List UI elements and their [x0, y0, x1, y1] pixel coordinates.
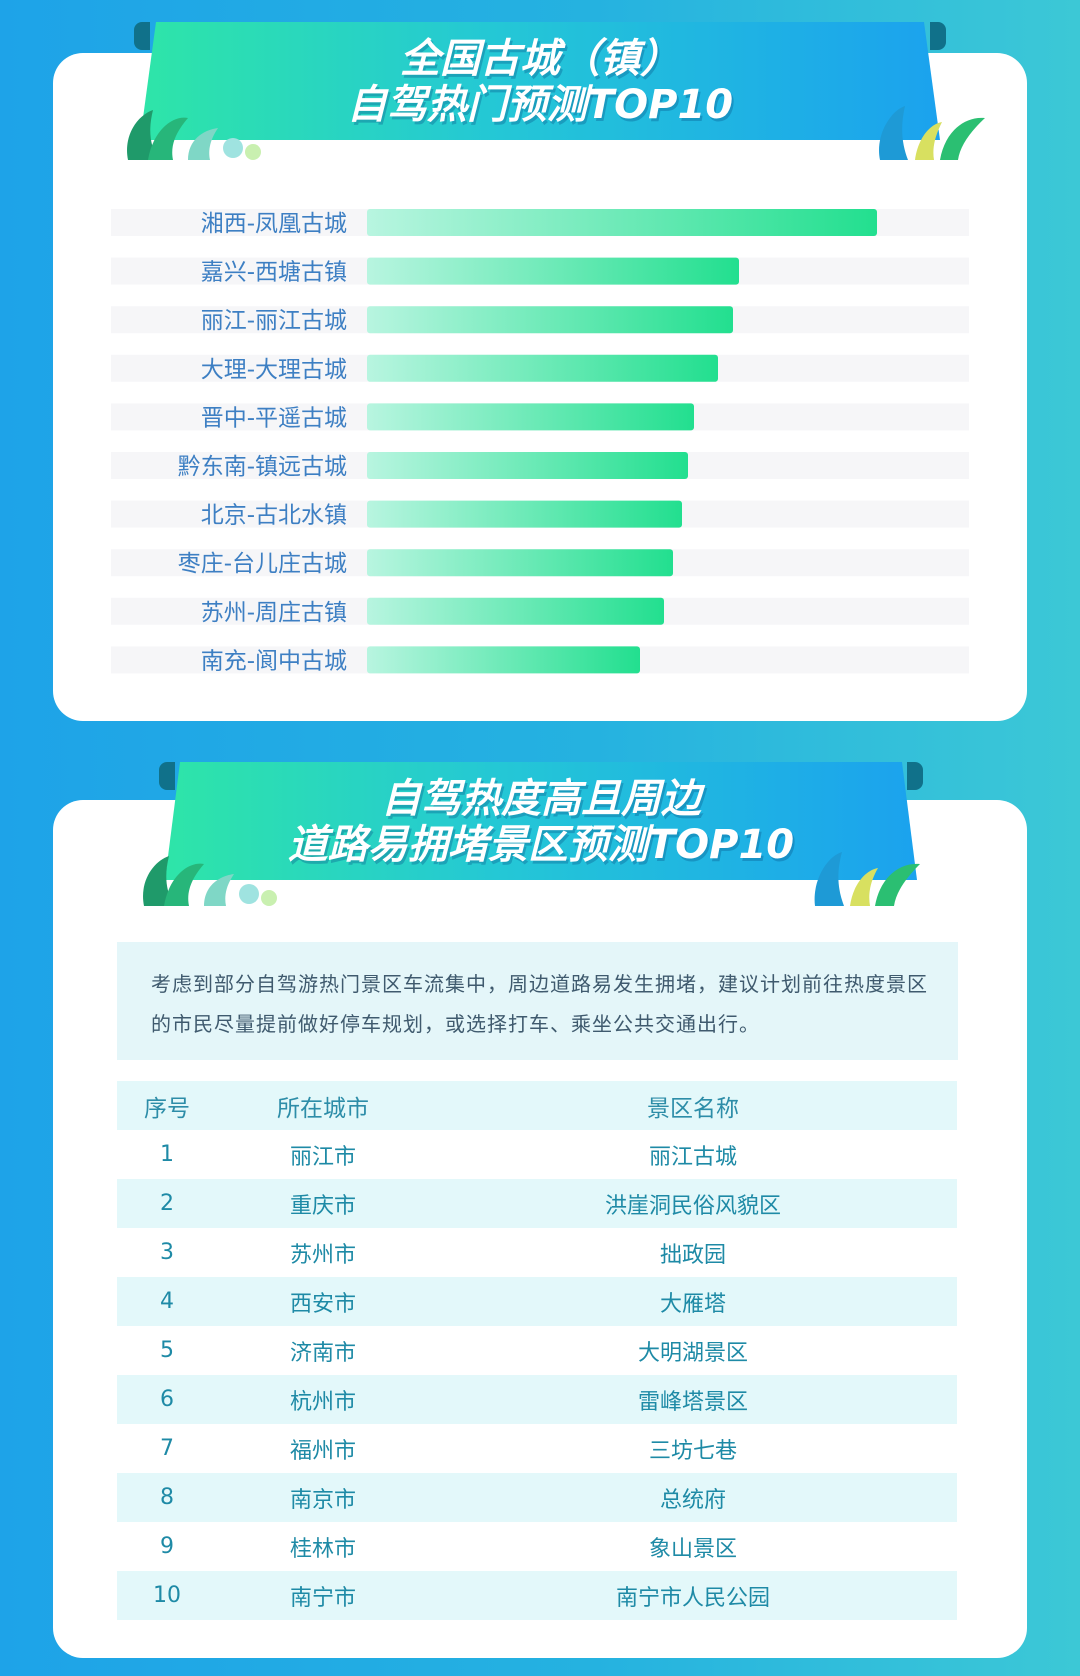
cell-city: 苏州市 — [289, 1242, 356, 1268]
table-row: 5 济南市 大明湖景区 — [117, 1326, 957, 1375]
cell-scenic: 洪崖洞民俗风貌区 — [604, 1193, 781, 1219]
cell-city: 济南市 — [289, 1340, 356, 1366]
bar — [367, 500, 682, 528]
header-scenic: 景区名称 — [647, 1095, 739, 1122]
cell-rank: 2 — [160, 1191, 174, 1216]
bar — [367, 306, 733, 334]
section2-title-line2: 道路易拥堵景区预测TOP10 — [287, 822, 795, 868]
table-row: 2 重庆市 洪崖洞民俗风貌区 — [117, 1179, 957, 1228]
table-row: 3 苏州市 拙政园 — [117, 1228, 957, 1277]
cell-scenic: 丽江古城 — [648, 1144, 737, 1170]
cell-scenic: 总统府 — [659, 1487, 726, 1513]
cell-scenic: 拙政园 — [659, 1242, 726, 1268]
cell-city: 桂林市 — [289, 1536, 356, 1562]
bar — [367, 597, 664, 625]
cell-scenic: 象山景区 — [648, 1536, 737, 1562]
section2-title: 自驾热度高且周边 道路易拥堵景区预测TOP10 — [165, 776, 917, 868]
cell-scenic: 三坊七巷 — [648, 1438, 737, 1464]
leaf-cluster-icon — [814, 852, 920, 906]
ribbon — [140, 22, 940, 140]
table-row: 9 桂林市 象山景区 — [117, 1522, 957, 1571]
category-label: 苏州-周庄古镇 — [201, 600, 347, 626]
bar — [367, 646, 640, 674]
cell-scenic: 大雁塔 — [659, 1291, 726, 1317]
congestion-notice: 考虑到部分自驾游热门景区车流集中，周边道路易发生拥堵，建议计划前往热度景区的市民… — [117, 942, 958, 1060]
leaf-cluster-icon — [127, 110, 261, 160]
bar — [367, 257, 739, 285]
ribbon — [165, 762, 917, 880]
cell-rank: 1 — [160, 1142, 174, 1167]
section1-banner: 全国古城（镇） 自驾热门预测TOP10 — [134, 22, 946, 140]
cell-scenic: 大明湖景区 — [637, 1340, 748, 1366]
table-row: 6 杭州市 雷峰塔景区 — [117, 1375, 957, 1424]
category-label: 丽江-丽江古城 — [201, 308, 347, 334]
header-city: 所在城市 — [277, 1095, 369, 1122]
cell-city: 福州市 — [289, 1438, 356, 1464]
ribbon-fold-right — [907, 762, 923, 790]
leaf-cluster-icon — [879, 106, 985, 160]
section2-banner: 自驾热度高且周边 道路易拥堵景区预测TOP10 — [159, 762, 923, 880]
category-label: 嘉兴-西塘古镇 — [201, 260, 347, 286]
cell-rank: 3 — [160, 1240, 174, 1265]
table-row: 1 丽江市 丽江古城 — [117, 1130, 957, 1179]
cell-rank: 10 — [153, 1583, 181, 1608]
section1-title-line2: 自驾热门预测TOP10 — [346, 82, 734, 128]
cell-city: 丽江市 — [289, 1144, 356, 1170]
bar — [367, 452, 688, 479]
category-label: 大理-大理古城 — [201, 357, 347, 383]
category-label: 北京-古北水镇 — [201, 503, 347, 529]
cell-city: 西安市 — [289, 1291, 356, 1317]
table-row: 8 南京市 总统府 — [117, 1473, 957, 1522]
cell-rank: 8 — [160, 1485, 174, 1510]
cell-rank: 9 — [160, 1534, 174, 1559]
cell-city: 重庆市 — [289, 1193, 356, 1219]
bar-chart: 湘西-凤凰古城嘉兴-西塘古镇丽江-丽江古城大理-大理古城晋中-平遥古城黔东南-镇… — [111, 209, 969, 674]
bar — [367, 354, 718, 382]
ribbon-fold-right — [930, 22, 946, 50]
cell-city: 南宁市 — [289, 1585, 356, 1611]
table-row: 7 福州市 三坊七巷 — [117, 1424, 957, 1473]
section1-title-line1: 全国古城（镇） — [400, 36, 680, 82]
cell-rank: 7 — [160, 1436, 174, 1461]
table-row: 10 南宁市 南宁市人民公园 — [117, 1571, 957, 1620]
cell-scenic: 雷峰塔景区 — [637, 1389, 748, 1415]
table-header: 序号 所在城市 景区名称 — [117, 1081, 957, 1130]
category-label: 湘西-凤凰古城 — [201, 211, 347, 237]
category-label: 南充-阆中古城 — [201, 648, 347, 674]
cell-rank: 6 — [160, 1387, 174, 1412]
bar — [367, 549, 673, 577]
cell-rank: 5 — [160, 1338, 174, 1363]
cell-rank: 4 — [160, 1289, 174, 1314]
header-rank: 序号 — [144, 1095, 190, 1122]
bar — [367, 209, 877, 236]
cell-city: 杭州市 — [289, 1389, 356, 1415]
congestion-table: 序号 所在城市 景区名称 1 丽江市 丽江古城 2 重庆市 洪崖洞民俗风貌区 3… — [117, 1081, 957, 1620]
leaf-cluster-icon — [143, 856, 277, 906]
ribbon-fold-left — [134, 22, 150, 50]
section1-title: 全国古城（镇） 自驾热门预测TOP10 — [140, 36, 940, 128]
table-row: 4 西安市 大雁塔 — [117, 1277, 957, 1326]
cell-city: 南京市 — [289, 1487, 356, 1513]
category-label: 枣庄-台儿庄古城 — [178, 551, 347, 577]
bar — [367, 403, 694, 431]
ribbon-fold-left — [159, 762, 175, 790]
category-label: 晋中-平遥古城 — [201, 405, 347, 431]
category-label: 黔东南-镇远古城 — [178, 454, 347, 480]
section2-title-line1: 自驾热度高且周边 — [381, 776, 701, 822]
cell-scenic: 南宁市人民公园 — [615, 1585, 770, 1611]
